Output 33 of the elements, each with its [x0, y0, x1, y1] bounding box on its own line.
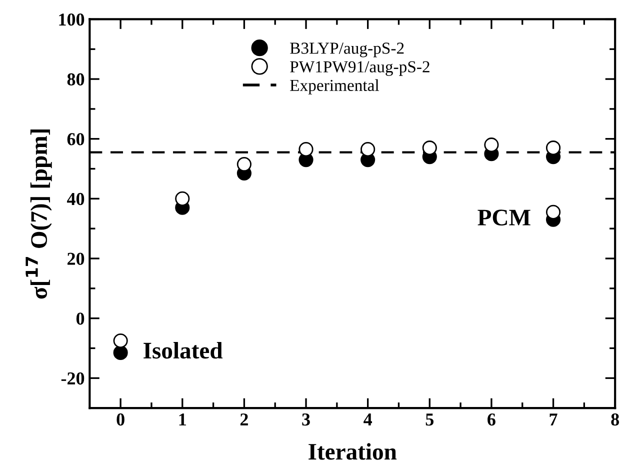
y-tick-label: 40 [66, 192, 84, 206]
x-tick-label: 3 [302, 413, 310, 426]
point [113, 345, 128, 360]
y-tick-label: 20 [68, 252, 84, 265]
x-tick-label: 5 [426, 414, 434, 426]
x-tick-label: 8 [611, 413, 620, 426]
point [113, 333, 128, 348]
x-tick-label: 1 [179, 414, 186, 426]
x-tick-label: 0 [116, 413, 124, 426]
x-tick-label: 4 [364, 414, 372, 426]
point [422, 140, 437, 156]
legend-label: B3LYP/aug-pS-2 [290, 42, 404, 58]
y-axis-title: σ[$^{17}$ O(7)] [ppm] [26, 130, 52, 299]
point [546, 140, 561, 156]
legend-label: PW1PW91/aug-pS-2 [290, 61, 430, 76]
x-tick-label: 7 [550, 414, 558, 426]
point [236, 157, 252, 172]
point [484, 138, 499, 152]
legend-label: Experimental [290, 79, 380, 94]
point [298, 142, 314, 157]
y-tick-label: 60 [67, 133, 84, 146]
y-tick-label: -20 [61, 372, 84, 385]
annotation: Isolated [144, 342, 223, 359]
x-tick-label: 6 [488, 413, 496, 426]
x-tick-label: 2 [240, 413, 248, 426]
point [360, 142, 376, 157]
annotation: PCM [478, 210, 530, 226]
y-tick-label: 100 [59, 13, 84, 26]
point [546, 204, 561, 220]
x-axis-title: Iteration [308, 443, 397, 460]
y-tick-label: 80 [67, 73, 84, 86]
point [175, 191, 190, 206]
y-tick-label: 0 [76, 312, 84, 325]
